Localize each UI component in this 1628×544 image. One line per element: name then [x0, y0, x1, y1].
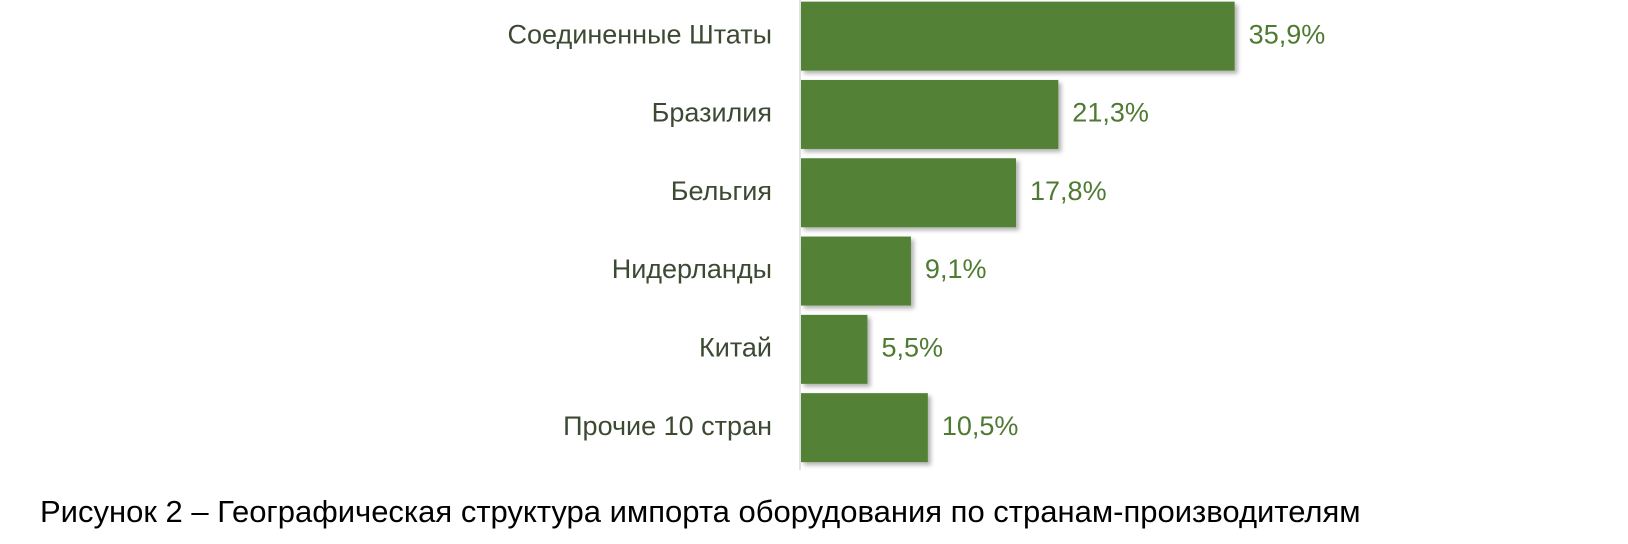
bar [801, 1, 1235, 71]
value-label: 35,9% [1249, 19, 1326, 49]
value-label: 21,3% [1072, 98, 1149, 128]
value-label: 17,8% [1030, 176, 1107, 206]
category-label: Прочие 10 стран [563, 411, 772, 441]
category-label: Бразилия [652, 98, 772, 128]
bar [801, 393, 928, 463]
bar [801, 314, 868, 384]
value-label: 10,5% [942, 411, 1019, 441]
category-label: Нидерланды [612, 254, 772, 284]
bar [801, 158, 1017, 228]
bar [801, 79, 1059, 149]
bar [801, 236, 911, 306]
category-label: Соединенные Штаты [508, 19, 772, 49]
caption: Рисунок 2 – Географическая структура имп… [40, 494, 1361, 529]
category-label: Бельгия [671, 176, 772, 206]
category-label: Китай [699, 332, 772, 362]
value-label: 9,1% [925, 254, 987, 284]
value-label: 5,5% [881, 332, 943, 362]
